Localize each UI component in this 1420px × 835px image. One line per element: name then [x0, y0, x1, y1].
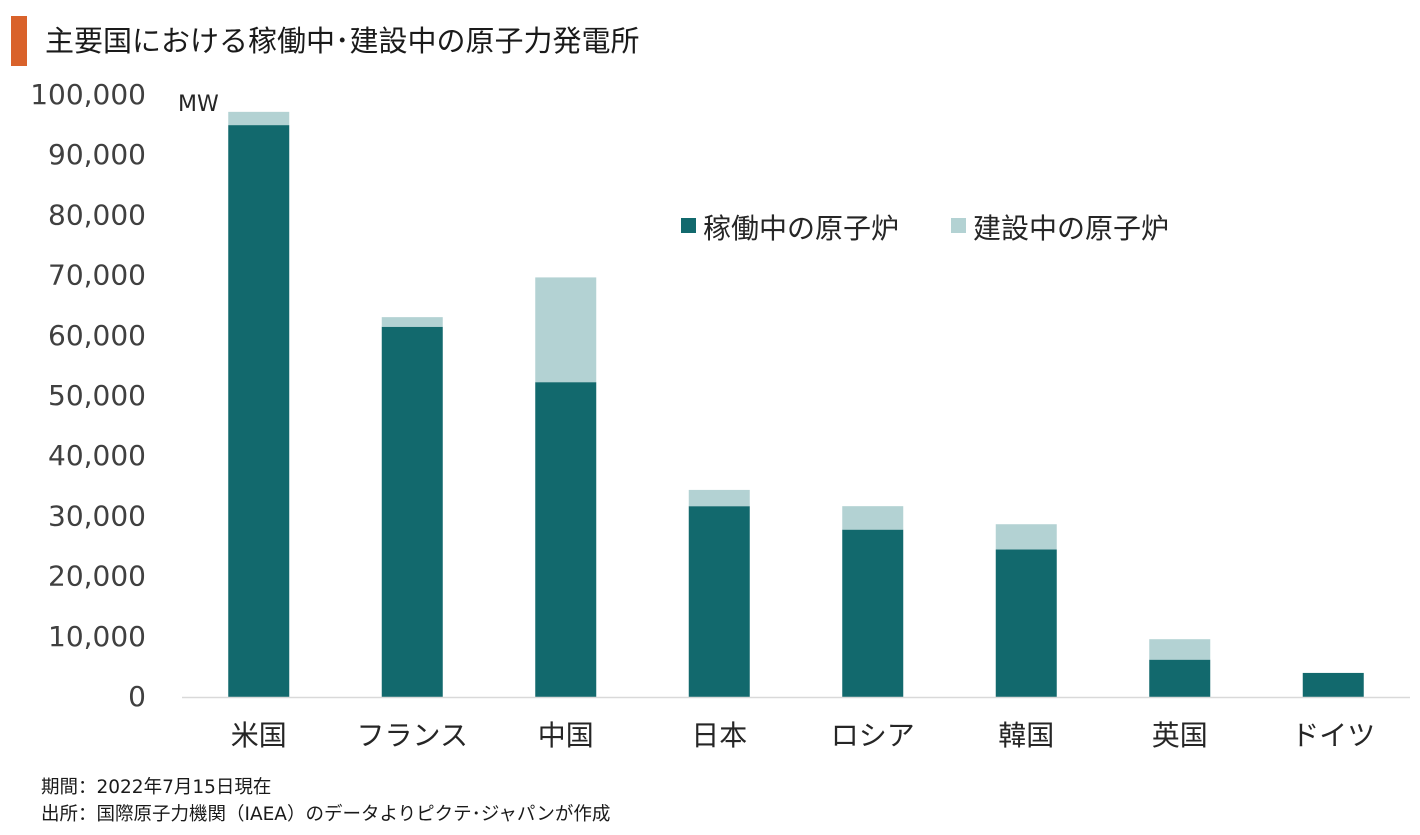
bar-under-construction [995, 524, 1057, 550]
x-category-label: 英国 [1152, 719, 1208, 752]
bar-operating [1302, 672, 1364, 697]
y-tick-label: 60,000 [48, 319, 146, 352]
bar-operating [995, 549, 1057, 697]
bar-operating [1149, 659, 1211, 697]
bar-operating [228, 125, 290, 698]
bar-under-construction [688, 489, 750, 507]
x-axis-labels: 米国 フランス 中国 日本 ロシア 韓国 英国 ドイツ [231, 719, 1376, 752]
x-category-label: 中国 [538, 719, 594, 752]
bar-under-construction [228, 111, 290, 126]
y-tick-label: 70,000 [48, 259, 146, 292]
y-tick-label: 20,000 [48, 560, 146, 593]
bars [228, 111, 1364, 698]
y-tick-label: 30,000 [48, 499, 146, 532]
y-axis-unit: MW [178, 92, 219, 117]
legend: 稼働中の原子炉 建設中の原子炉 [681, 212, 1169, 245]
y-tick-label: 50,000 [48, 379, 146, 412]
legend-label: 稼働中の原子炉 [703, 212, 899, 245]
x-category-label: フランス [357, 719, 468, 752]
bar-operating [381, 326, 443, 697]
bar-under-construction [535, 277, 597, 383]
x-category-label: 韓国 [998, 719, 1054, 752]
bar-under-construction [842, 506, 904, 530]
y-tick-label: 0 [128, 680, 146, 713]
title-accent-bar [11, 16, 27, 66]
bar-under-construction [1149, 639, 1211, 660]
x-category-label: 米国 [231, 719, 287, 752]
footnote-source: 出所：国際原子力機関（IAEA）のデータよりピクテ･ジャパンが作成 [41, 804, 611, 825]
legend-swatch [681, 218, 696, 233]
y-tick-label: 80,000 [48, 198, 146, 231]
y-tick-label: 10,000 [48, 620, 146, 653]
y-tick-label: 90,000 [48, 138, 146, 171]
x-category-label: 日本 [691, 719, 747, 752]
bar-operating [688, 506, 750, 697]
chart-title: 主要国における稼働中･建設中の原子力発電所 [45, 24, 640, 58]
bar-under-construction [381, 317, 443, 327]
bar-operating [842, 529, 904, 697]
y-tick-label: 100,000 [30, 78, 146, 111]
legend-label: 建設中の原子炉 [973, 212, 1169, 245]
footnote-period: 期間：2022年7月15日現在 [41, 777, 272, 798]
x-category-label: ロシア [831, 719, 915, 752]
legend-swatch [951, 218, 966, 233]
y-axis-ticks: 0 10,000 20,000 30,000 40,000 50,000 60,000 70,… [30, 78, 146, 713]
x-category-label: ドイツ [1291, 719, 1375, 752]
y-tick-label: 40,000 [48, 439, 146, 472]
bar-operating [535, 382, 597, 697]
